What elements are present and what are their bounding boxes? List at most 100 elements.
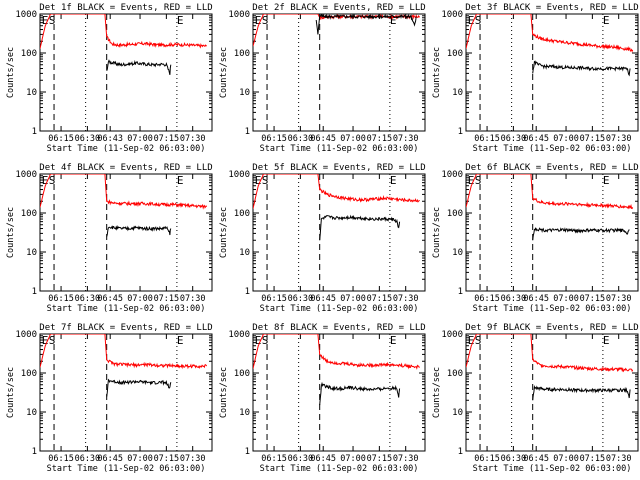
x-tick-label: 06:15 bbox=[48, 454, 74, 464]
marker-label: S bbox=[475, 334, 482, 347]
y-tick-label: 1000 bbox=[441, 330, 463, 340]
event-rate-line bbox=[106, 59, 172, 76]
x-tick-label: 07:15 bbox=[580, 294, 606, 304]
x-tick-label: 06:30 bbox=[75, 294, 101, 304]
panel-title: Det 1f BLACK = Events, RED = LLD bbox=[39, 3, 212, 13]
marker-label: E bbox=[255, 14, 262, 27]
x-tick-label: 07:30 bbox=[393, 294, 419, 304]
y-tick-label: 10 bbox=[452, 88, 463, 98]
y-tick-label: 100 bbox=[21, 209, 37, 219]
x-tick-label: 07:15 bbox=[154, 134, 180, 144]
x-tick-label: 07:00 bbox=[340, 454, 366, 464]
y-tick-label: 1000 bbox=[15, 170, 37, 180]
x-tick-label: 06:30 bbox=[501, 454, 527, 464]
marker-label: E bbox=[177, 174, 184, 187]
marker-label: E bbox=[42, 334, 49, 347]
marker-label: E bbox=[255, 334, 262, 347]
detector-panel-1: Det 1f BLACK = Events, RED = LLD 1 10 100 10… bbox=[6, 3, 213, 154]
x-tick-label: 07:00 bbox=[127, 454, 153, 464]
marker-label: E bbox=[468, 174, 475, 187]
y-tick-label: 1000 bbox=[15, 10, 37, 20]
detector-panel-9: Det 9f BLACK = Events, RED = LLD 1 10 100 10… bbox=[432, 323, 639, 474]
y-axis-label: Counts/sec bbox=[6, 47, 16, 98]
plot-frame bbox=[252, 173, 426, 292]
x-axis-label: Start Time (11-Sep-02 06:03:00) bbox=[47, 304, 206, 314]
x-tick-label: 06:45 bbox=[310, 294, 336, 304]
x-tick-label: 06:30 bbox=[75, 134, 101, 144]
y-tick-label: 10 bbox=[26, 408, 37, 418]
detector-panel-7: Det 7f BLACK = Events, RED = LLD 1 10 100 10… bbox=[6, 323, 213, 474]
x-tick-label: 07:15 bbox=[367, 454, 393, 464]
marker-label: S bbox=[262, 14, 269, 27]
x-tick-label: 06:45 bbox=[97, 294, 123, 304]
marker-label: E bbox=[603, 174, 610, 187]
y-tick-label: 10 bbox=[452, 408, 463, 418]
plot-frame bbox=[465, 333, 639, 452]
x-tick-label: 06:15 bbox=[474, 134, 500, 144]
marker-label: S bbox=[262, 334, 269, 347]
x-tick-label: 06:30 bbox=[288, 134, 314, 144]
x-tick-label: 07:30 bbox=[606, 294, 632, 304]
x-tick-label: 07:15 bbox=[580, 134, 606, 144]
y-axis-label: Counts/sec bbox=[219, 207, 229, 258]
plot-frame bbox=[39, 13, 213, 132]
marker-label: S bbox=[475, 14, 482, 27]
y-tick-label: 1 bbox=[32, 447, 37, 457]
event-rate-line bbox=[315, 14, 417, 35]
y-axis-label: Counts/sec bbox=[432, 47, 442, 98]
x-tick-label: 06:45 bbox=[310, 134, 336, 144]
x-tick-label: 06:15 bbox=[474, 454, 500, 464]
y-tick-label: 1 bbox=[245, 447, 250, 457]
plot-frame bbox=[465, 13, 639, 132]
y-tick-label: 100 bbox=[447, 369, 463, 379]
lld-rate-line bbox=[40, 14, 208, 49]
x-tick-label: 06:45 bbox=[523, 294, 549, 304]
marker-label: E bbox=[42, 174, 49, 187]
x-tick-label: 07:00 bbox=[340, 294, 366, 304]
x-tick-label: 06:15 bbox=[48, 134, 74, 144]
y-tick-label: 10 bbox=[239, 88, 250, 98]
y-tick-label: 100 bbox=[21, 49, 37, 59]
x-tick-label: 07:00 bbox=[553, 454, 579, 464]
panel-title: Det 9f BLACK = Events, RED = LLD bbox=[465, 323, 638, 333]
event-rate-line bbox=[532, 60, 631, 77]
y-tick-label: 10 bbox=[452, 248, 463, 258]
x-tick-label: 07:30 bbox=[606, 134, 632, 144]
marker-label: S bbox=[262, 174, 269, 187]
marker-label: E bbox=[177, 334, 184, 347]
lld-rate-line bbox=[253, 174, 420, 209]
marker-label: S bbox=[49, 334, 56, 347]
y-tick-label: 1 bbox=[32, 287, 37, 297]
marker-label: E bbox=[42, 14, 49, 27]
y-tick-label: 1000 bbox=[228, 10, 250, 20]
x-axis-label: Start Time (11-Sep-02 06:03:00) bbox=[47, 464, 206, 474]
x-tick-label: 06:15 bbox=[261, 294, 287, 304]
panel-title: Det 7f BLACK = Events, RED = LLD bbox=[39, 323, 212, 333]
x-tick-label: 06:30 bbox=[288, 294, 314, 304]
event-rate-line bbox=[532, 385, 631, 401]
y-tick-label: 100 bbox=[447, 209, 463, 219]
y-tick-label: 100 bbox=[234, 49, 250, 59]
x-tick-label: 06:43 bbox=[97, 134, 123, 144]
x-tick-label: 06:30 bbox=[288, 454, 314, 464]
event-rate-line bbox=[532, 227, 630, 241]
event-rate-line bbox=[106, 224, 172, 237]
y-axis-label: Counts/sec bbox=[6, 367, 16, 418]
x-axis-label: Start Time (11-Sep-02 06:03:00) bbox=[260, 304, 419, 314]
y-tick-label: 1000 bbox=[15, 330, 37, 340]
marker-label: E bbox=[255, 174, 262, 187]
y-tick-label: 10 bbox=[26, 248, 37, 258]
x-tick-label: 06:45 bbox=[523, 454, 549, 464]
y-tick-label: 1000 bbox=[441, 10, 463, 20]
lld-rate-line bbox=[466, 334, 634, 373]
panel-title: Det 3f BLACK = Events, RED = LLD bbox=[465, 3, 638, 13]
x-tick-label: 07:30 bbox=[606, 454, 632, 464]
x-axis-label: Start Time (11-Sep-02 06:03:00) bbox=[473, 464, 632, 474]
marker-label: S bbox=[49, 14, 56, 27]
x-tick-label: 06:15 bbox=[261, 454, 287, 464]
y-tick-label: 1000 bbox=[441, 170, 463, 180]
y-axis-label: Counts/sec bbox=[219, 47, 229, 98]
x-axis-label: Start Time (11-Sep-02 06:03:00) bbox=[47, 144, 206, 154]
y-tick-label: 100 bbox=[234, 369, 250, 379]
